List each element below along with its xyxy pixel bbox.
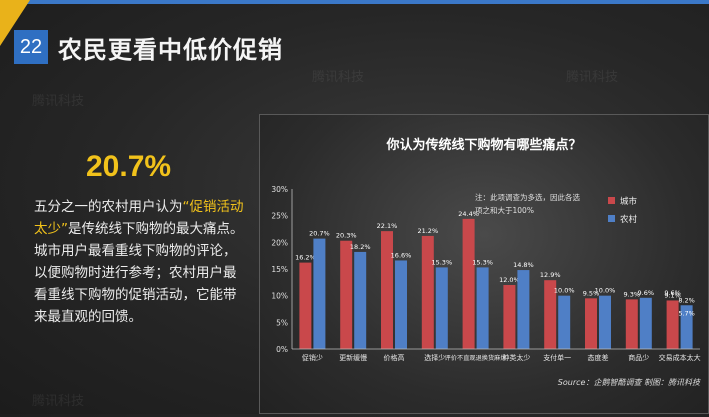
bar-value-label: 12.9% [540,271,561,279]
chart-note: 注：此项调查为多选，因此各选项之和大于100% [475,193,580,215]
legend-swatch [608,197,615,204]
bar-value-label: 20.7% [309,230,330,238]
y-axis: 0% 5% 10% 15% 20% 25% 30% [271,185,293,354]
watermark-text: 腾讯科技 [32,393,85,408]
bar-农村 [435,267,448,349]
bar-value-label: 15.3% [472,258,493,266]
bar-value-label: 10.0% [595,287,616,295]
bar-value-label: 16.2% [295,254,316,262]
slide-title: 农民更看中低价促销 [58,36,283,64]
bar-农村 [395,260,407,349]
bar-城市 [503,285,516,349]
x-tick-label: 更新缓慢 [339,353,367,362]
chart-panel: 你认为传统线下购物有哪些痛点？ 0% 5% 10% 15% 20% 25% 30% 16.2… [259,114,709,414]
bar-value-label: 20.3% [336,232,357,240]
y-tick-label: 20% [271,238,288,247]
bar-value-label: 16.6% [391,251,412,259]
bar-value-label: 21.2% [417,227,438,235]
watermark-text: 腾讯科技 [312,69,365,84]
bar-value-label: 9.5% [583,289,600,297]
x-tick-label: 态度差 [588,353,609,362]
desc-quoted: “促销活动太少” [34,199,244,237]
y-tick-label: 30% [271,185,288,194]
x-tick-label: 商品少 [628,353,649,362]
legend-label: 农村 [620,214,638,225]
x-tick-label: 交易成本太大 [659,353,701,362]
bar-value-label: 12.0% [499,276,520,284]
x-tick-label: 价格高 [384,353,405,362]
bar-value-label: 24.4% [458,210,479,218]
x-tick-label: 支付单一 [543,353,571,362]
bar-农村 [476,267,489,349]
watermark-text: 腾讯科技 [566,69,619,84]
bar-value-label: 14.8% [513,261,534,269]
bars: 16.2% 20.7% 20.3% 18.2% 22.1% 16.6% 21.2% 15.3%… [295,210,695,349]
top-accent-strip [0,0,709,4]
bar-value-label: 15.3% [431,258,452,266]
legend-label: 城市 [620,196,638,207]
bar-value-label: 9.1% [664,291,681,299]
bar-value-label: 22.1% [377,222,398,230]
x-tick-label: 促销少 [302,353,323,362]
y-tick-label: 0% [276,345,288,354]
desc-text-after: 是传统线下购物的最大痛点。城市用户最看重线下购物的评论，以便购物时进行参考；农村… [34,221,244,325]
y-tick-label: 15% [271,265,288,274]
highlight-percent: 20.7% [86,150,172,183]
bar-城市 [666,300,679,349]
highlight-description: 五分之一的农村用户认为“促销活动太少”是传统线下购物的最大痛点。城市用户最看重线… [34,196,246,328]
x-tick-label: 种类太少 [502,353,530,362]
bar-城市 [544,280,557,349]
bar-城市 [299,262,312,349]
bar-value-label: 8.2% [678,296,695,304]
bar-城市 [421,235,434,349]
bar-value-label: 9.3% [624,290,641,298]
extra-value-label: 5.7% [678,310,695,318]
y-tick-label: 10% [271,292,288,301]
chart-source: Source：企鹅智酷调查 制图：腾讯科技 [558,378,701,387]
bar-农村 [313,238,326,349]
slide-number-badge: 22 [14,30,48,64]
bar-城市 [381,231,393,349]
bar-农村 [639,297,652,349]
bar-农村 [680,305,693,349]
chart-title: 你认为传统线下购物有哪些痛点？ [385,137,581,153]
bar-农村 [558,295,571,349]
desc-text-before: 五分之一的农村用户认为 [34,199,183,215]
y-tick-label: 25% [271,212,288,221]
legend-swatch [608,215,615,222]
bar-农村 [354,251,367,349]
extra-value-label: 9.6% [664,289,681,297]
y-tick-label: 5% [276,318,288,327]
x-tick-label: 选择少 [424,353,445,362]
bar-城市 [462,218,475,349]
bar-value-label: 18.2% [350,243,371,251]
bar-value-label: 9.6% [638,289,655,297]
bar-城市 [585,298,597,349]
x-tick-label: 评价不直观退换货麻烦 [445,354,507,362]
bar-chart: 你认为传统线下购物有哪些痛点？ 0% 5% 10% 15% 20% 25% 30% 16.2… [271,137,701,387]
bar-value-label: 10.0% [554,287,575,295]
bar-城市 [625,299,638,349]
bar-农村 [599,295,611,349]
bar-农村 [517,270,530,349]
bar-城市 [340,240,353,349]
watermark-text: 腾讯科技 [32,93,85,108]
